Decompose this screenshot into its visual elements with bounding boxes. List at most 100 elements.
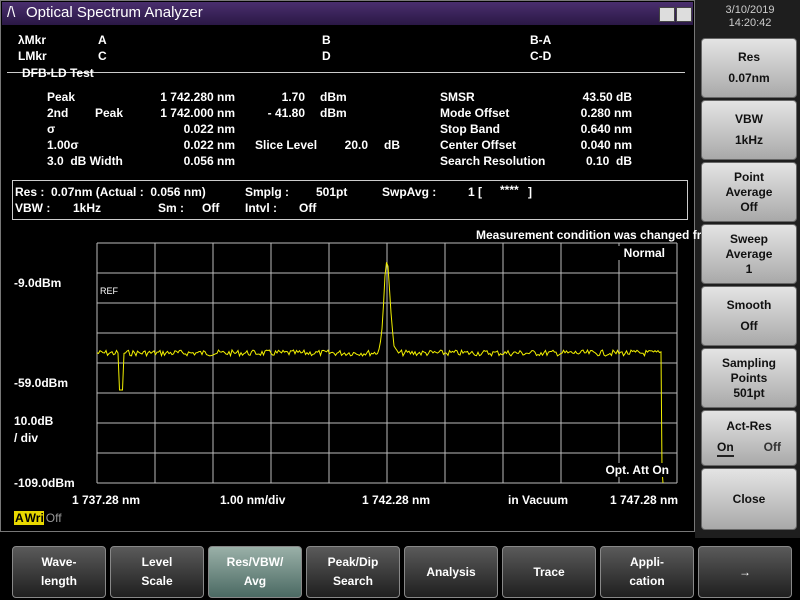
- softkey[interactable]: Sampling Points 501pt: [701, 348, 797, 408]
- result-label: Center Offset: [440, 138, 517, 152]
- softkey-option[interactable]: On: [717, 440, 734, 457]
- condition: 1 [: [468, 185, 483, 199]
- function-key[interactable]: →: [698, 546, 792, 598]
- result-value: 0.056 nm: [183, 154, 235, 168]
- softkey[interactable]: Point Average Off: [701, 162, 797, 222]
- result-value: 0.022 nm: [183, 122, 235, 136]
- marker-label: LMkr: [18, 49, 47, 63]
- softkey-text: 1: [745, 261, 753, 276]
- separator: [7, 72, 685, 73]
- softkey-text: Points: [730, 370, 768, 385]
- notice: Measurement condition was changed from a…: [476, 228, 793, 242]
- marker-label: C: [98, 49, 107, 63]
- softkey[interactable]: Sweep Average 1: [701, 224, 797, 284]
- result-value: 1 742.280 nm: [160, 90, 235, 104]
- x-label: 1.00 nm/div: [220, 493, 286, 507]
- condition: SwpAvg :: [382, 185, 437, 199]
- softkey-text: Smooth: [726, 298, 772, 312]
- result-value: 1.70: [281, 90, 305, 104]
- level-label: -59.0dBm: [14, 376, 69, 390]
- condition: Sm :: [158, 201, 185, 215]
- title-bar: [2, 2, 693, 25]
- function-key[interactable]: Peak/Dip Search: [306, 546, 400, 598]
- function-key-text: Avg: [243, 574, 267, 588]
- maximize-button[interactable]: [676, 7, 692, 22]
- result-label: Peak: [95, 106, 124, 120]
- softkey-text: 501pt: [733, 385, 765, 400]
- date: 3/10/2019: [725, 4, 775, 16]
- softkey-text: Average: [725, 246, 773, 261]
- softkey-text: VBW: [735, 112, 763, 126]
- softkey[interactable]: Act-Res On Off: [701, 410, 797, 466]
- function-key-text: Appli-: [630, 555, 664, 569]
- trace-mode: Wri: [24, 511, 44, 525]
- softkey-text: Sweep: [729, 231, 768, 246]
- condition-box: [12, 180, 688, 220]
- scale-label: / div: [14, 431, 39, 445]
- condition: ]: [528, 185, 532, 199]
- result-label: Stop Band: [440, 122, 500, 136]
- function-key-text: Search: [332, 574, 374, 588]
- function-key-text: Peak/Dip: [327, 555, 379, 569]
- minimize-button[interactable]: [659, 7, 675, 22]
- result-label: σ: [47, 122, 56, 136]
- result-label: SMSR: [440, 90, 475, 104]
- function-key-text: →: [739, 564, 751, 579]
- spectrum-graph: [96, 242, 678, 484]
- softkey[interactable]: Smooth Off: [701, 286, 797, 346]
- analyzer-window: [0, 0, 695, 532]
- result-value: 0.022 nm: [183, 138, 235, 152]
- marker-label: D: [322, 49, 331, 63]
- result-unit: dBm: [320, 90, 347, 104]
- result-label: 3.0 dB Width: [47, 154, 123, 168]
- softkey-text: Average: [725, 184, 773, 199]
- softkey[interactable]: Close: [701, 468, 797, 530]
- softkey-text: Close: [732, 491, 766, 506]
- result-value: 0.640 nm: [580, 122, 632, 136]
- result-value: 0.10 dB: [585, 154, 632, 168]
- function-key-text: Analysis: [426, 564, 476, 579]
- function-key-text: Res/VBW/: [226, 555, 284, 569]
- condition: ****: [500, 183, 519, 197]
- function-key[interactable]: Res/VBW/Avg: [208, 546, 302, 598]
- function-key[interactable]: Trace: [502, 546, 596, 598]
- app-icon: /\: [7, 4, 16, 21]
- marker-label: B: [322, 33, 331, 47]
- result-label: Search Resolution: [440, 154, 546, 168]
- result-value: 1 742.000 nm: [160, 106, 235, 120]
- result-label: Mode Offset: [440, 106, 510, 120]
- marker-label: C-D: [530, 49, 552, 63]
- result-label: Slice Level: [255, 138, 318, 152]
- function-key-text: Wave-: [41, 555, 77, 569]
- softkey-text: Off: [740, 199, 758, 214]
- time: 14:20:42: [728, 17, 772, 29]
- marker-label: B-A: [530, 33, 552, 47]
- marker-label: λMkr: [18, 33, 47, 47]
- trace: [96, 262, 664, 484]
- function-key-text: cation: [629, 574, 665, 588]
- x-label: 1 747.28 nm: [610, 493, 679, 507]
- window-title: Optical Spectrum Analyzer: [26, 4, 203, 21]
- scale-label: 10.0dB: [14, 414, 54, 428]
- function-key-text: length: [41, 574, 77, 588]
- condition: Intvl :: [245, 201, 277, 215]
- result-label: Peak: [47, 90, 76, 104]
- function-key[interactable]: Level Scale: [110, 546, 204, 598]
- softkey-text: Sampling: [721, 355, 776, 370]
- trace-state: Off: [43, 511, 64, 525]
- condition: Res : 0.07nm (Actual : 0.056 nm): [15, 185, 206, 199]
- result-unit: dB: [384, 138, 400, 152]
- marker-label: A: [98, 33, 107, 47]
- softkey[interactable]: VBW 1kHz: [701, 100, 797, 160]
- softkey-text: 1kHz: [734, 133, 763, 147]
- result-value: 20.0: [344, 138, 368, 152]
- x-label: in Vacuum: [508, 493, 569, 507]
- result-value: 0.280 nm: [580, 106, 632, 120]
- function-key[interactable]: Appli-cation: [600, 546, 694, 598]
- softkey[interactable]: Res 0.07nm: [701, 38, 797, 98]
- softkey-option[interactable]: Off: [763, 440, 781, 454]
- function-key[interactable]: Analysis: [404, 546, 498, 598]
- function-key[interactable]: Wave-length: [12, 546, 106, 598]
- attenuator: Opt. Att On: [594, 463, 669, 477]
